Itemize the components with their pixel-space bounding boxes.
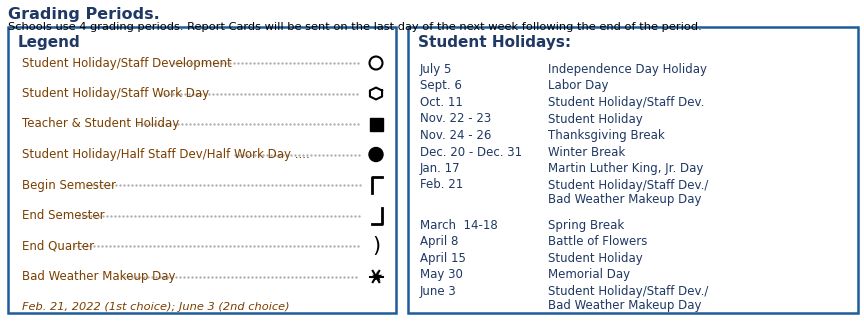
- Text: Teacher & Student Holiday: Teacher & Student Holiday: [22, 118, 179, 131]
- Text: Battle of Flowers: Battle of Flowers: [548, 235, 647, 248]
- Text: June 3: June 3: [420, 284, 457, 297]
- Text: April 8: April 8: [420, 235, 459, 248]
- Bar: [8, 27, 396, 313]
- Text: Legend: Legend: [18, 35, 80, 50]
- Text: Grading Periods.: Grading Periods.: [8, 7, 160, 22]
- Text: Student Holiday/Staff Dev./: Student Holiday/Staff Dev./: [548, 179, 708, 192]
- Text: Begin Semester: Begin Semester: [22, 179, 116, 192]
- Text: Student Holidays:: Student Holidays:: [418, 35, 571, 50]
- Text: Memorial Day: Memorial Day: [548, 268, 630, 281]
- Text: Student Holiday: Student Holiday: [548, 113, 643, 126]
- Text: Feb. 21, 2022 (1st choice); June 3 (2nd choice): Feb. 21, 2022 (1st choice); June 3 (2nd …: [22, 302, 289, 312]
- Text: March  14-18: March 14-18: [420, 218, 498, 231]
- Text: Bad Weather Makeup Day: Bad Weather Makeup Day: [548, 299, 702, 312]
- Text: Student Holiday: Student Holiday: [548, 252, 643, 265]
- Text: Labor Day: Labor Day: [548, 79, 608, 92]
- Text: April 15: April 15: [420, 252, 466, 265]
- Text: Martin Luther King, Jr. Day: Martin Luther King, Jr. Day: [548, 162, 703, 175]
- Text: Sept. 6: Sept. 6: [420, 79, 462, 92]
- Text: Jan. 17: Jan. 17: [420, 162, 461, 175]
- Text: End Quarter: End Quarter: [22, 240, 94, 253]
- Text: Thanksgiving Break: Thanksgiving Break: [548, 129, 664, 142]
- Text: Student Holiday/Staff Dev.: Student Holiday/Staff Dev.: [548, 96, 704, 109]
- Bar: [370, 118, 383, 131]
- Text: Nov. 22 - 23: Nov. 22 - 23: [420, 113, 492, 126]
- Text: Student Holiday/Staff Dev./: Student Holiday/Staff Dev./: [548, 284, 708, 297]
- Text: Winter Break: Winter Break: [548, 145, 626, 158]
- Text: July 5: July 5: [420, 63, 453, 76]
- Text: ★: ★: [370, 269, 382, 283]
- Text: Oct. 11: Oct. 11: [420, 96, 463, 109]
- Text: Independence Day Holiday: Independence Day Holiday: [548, 63, 707, 76]
- Text: Student Holiday/Staff Development: Student Holiday/Staff Development: [22, 57, 232, 69]
- Text: Student Holiday/Staff Work Day: Student Holiday/Staff Work Day: [22, 87, 209, 100]
- Text: End Semester: End Semester: [22, 209, 105, 222]
- Text: Feb. 21: Feb. 21: [420, 179, 463, 192]
- Text: ): ): [372, 236, 380, 256]
- Text: May 30: May 30: [420, 268, 463, 281]
- Text: Student Holiday/Half Staff Dev/Half Work Day ....: Student Holiday/Half Staff Dev/Half Work…: [22, 148, 310, 161]
- Text: Spring Break: Spring Break: [548, 218, 625, 231]
- Text: Dec. 20 - Dec. 31: Dec. 20 - Dec. 31: [420, 145, 522, 158]
- Circle shape: [369, 147, 383, 161]
- Bar: [408, 27, 858, 313]
- Text: Nov. 24 - 26: Nov. 24 - 26: [420, 129, 492, 142]
- Text: Bad Weather Makeup Day: Bad Weather Makeup Day: [548, 193, 702, 206]
- Text: Schools use 4 grading periods. Report Cards will be sent on the last day of the : Schools use 4 grading periods. Report Ca…: [8, 22, 702, 32]
- Text: Bad Weather Makeup Day: Bad Weather Makeup Day: [22, 270, 175, 283]
